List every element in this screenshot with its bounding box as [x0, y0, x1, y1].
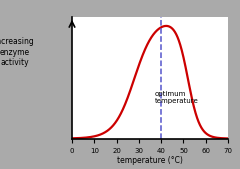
Text: increasing
enzyme
activity: increasing enzyme activity — [0, 37, 34, 67]
X-axis label: temperature (°C): temperature (°C) — [117, 156, 183, 165]
Text: optimum
temperature: optimum temperature — [155, 91, 198, 104]
